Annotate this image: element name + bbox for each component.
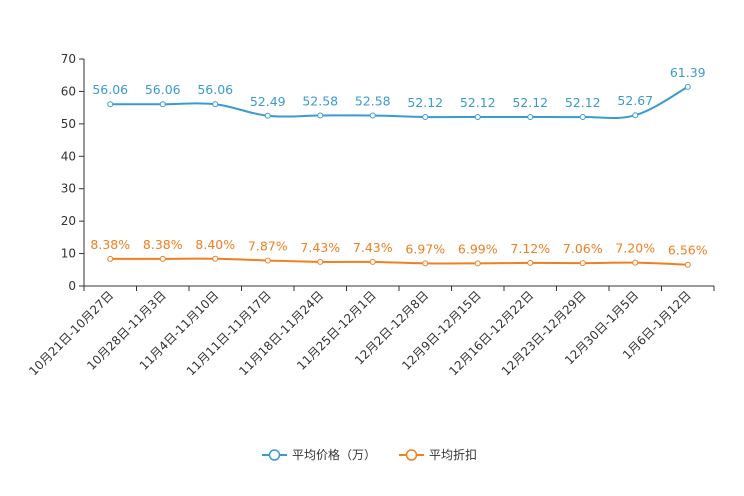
y-tick-label: 40 <box>61 149 76 163</box>
data-label: 8.38% <box>90 237 130 252</box>
data-label: 7.87% <box>248 238 288 253</box>
data-point[interactable] <box>212 255 219 262</box>
data-label: 52.58 <box>355 93 391 108</box>
y-tick-label: 0 <box>68 279 76 293</box>
data-point[interactable] <box>632 112 639 119</box>
data-point[interactable] <box>264 257 271 264</box>
y-tick-label: 30 <box>61 182 76 196</box>
chart-series: 56.06 56.06 56.06 52.49 52.58 52.58 52.12 52.12… <box>90 65 708 268</box>
data-point[interactable] <box>264 112 271 119</box>
data-label: 52.12 <box>565 95 601 110</box>
data-label: 52.49 <box>250 94 286 109</box>
data-point[interactable] <box>159 101 166 108</box>
data-point[interactable] <box>684 261 691 268</box>
data-point[interactable] <box>474 113 481 120</box>
data-point[interactable] <box>369 112 376 119</box>
data-point[interactable] <box>107 255 114 262</box>
data-point[interactable] <box>212 101 219 108</box>
chart-legend[interactable]: 平均价格（万） 平均折扣 <box>262 447 477 462</box>
legend-item-0[interactable]: 平均价格（万） <box>262 447 376 462</box>
data-label: 7.20% <box>615 241 655 256</box>
series-1: 8.38% 8.38% 8.40% 7.87% 7.43% 7.43% 6.97% 6.99%… <box>90 237 708 268</box>
data-point[interactable] <box>422 260 429 267</box>
data-label: 52.67 <box>617 93 653 108</box>
data-point[interactable] <box>579 260 586 267</box>
data-point[interactable] <box>369 258 376 265</box>
data-point[interactable] <box>527 259 534 266</box>
series-line <box>110 257 688 266</box>
y-tick-label: 20 <box>61 214 76 228</box>
data-label: 6.97% <box>405 241 445 256</box>
legend-marker-icon <box>268 449 281 461</box>
legend-marker-icon <box>405 449 418 461</box>
data-label: 7.43% <box>353 240 393 255</box>
data-point[interactable] <box>317 112 324 119</box>
y-tick-label: 10 <box>61 247 76 261</box>
data-point[interactable] <box>107 101 114 108</box>
data-point[interactable] <box>317 258 324 265</box>
y-tick-label: 70 <box>61 52 76 66</box>
x-tick-label: 10月21日-10月27日 <box>26 288 116 378</box>
series-line <box>110 86 689 120</box>
data-point[interactable] <box>632 259 639 266</box>
data-label: 6.99% <box>458 241 498 256</box>
data-label: 52.12 <box>460 95 496 110</box>
y-tick-label: 50 <box>61 117 76 131</box>
data-label: 52.58 <box>302 93 338 108</box>
data-label: 7.43% <box>300 240 340 255</box>
data-label: 6.56% <box>668 243 708 258</box>
data-label: 52.12 <box>512 95 548 110</box>
data-label: 56.06 <box>145 82 181 97</box>
data-label: 56.06 <box>197 82 233 97</box>
data-point[interactable] <box>579 113 586 120</box>
data-label: 56.06 <box>92 82 128 97</box>
data-label: 52.12 <box>407 95 443 110</box>
data-point[interactable] <box>684 83 691 90</box>
legend-label: 平均折扣 <box>429 447 477 462</box>
data-point[interactable] <box>422 113 429 120</box>
legend-item-1[interactable]: 平均折扣 <box>399 447 477 462</box>
y-tick-label: 60 <box>61 84 76 98</box>
data-label: 61.39 <box>670 65 706 80</box>
data-point[interactable] <box>474 260 481 267</box>
data-label: 7.12% <box>510 241 550 256</box>
data-label: 8.38% <box>143 237 183 252</box>
legend-label: 平均价格（万） <box>292 447 376 462</box>
data-point[interactable] <box>527 113 534 120</box>
data-label: 8.40% <box>195 237 235 252</box>
data-point[interactable] <box>159 255 166 262</box>
series-0: 56.06 56.06 56.06 52.49 52.58 52.58 52.12 52.12… <box>92 65 706 120</box>
data-label: 7.06% <box>563 241 603 256</box>
